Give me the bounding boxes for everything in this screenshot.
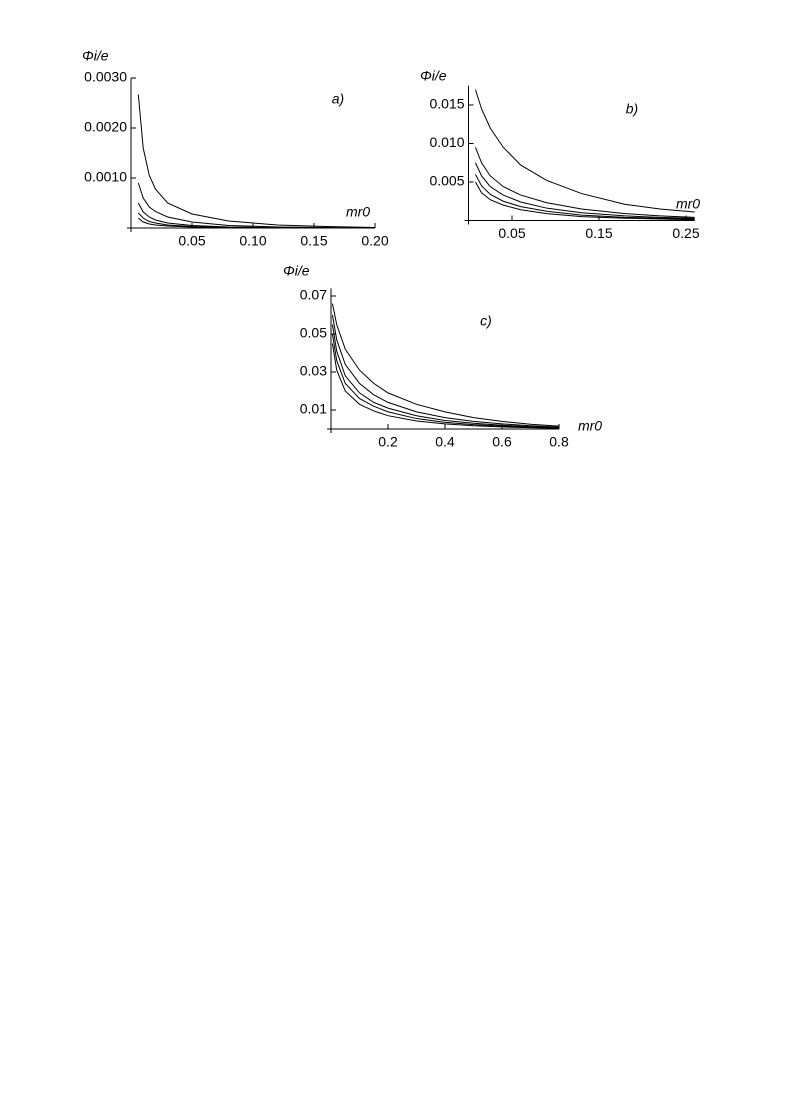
curve bbox=[137, 202, 375, 229]
y-tick-label: 0.01 bbox=[300, 401, 327, 417]
x-tick-label: 0.15 bbox=[300, 233, 327, 249]
y-tick-label: 0.07 bbox=[300, 287, 327, 303]
y-tick-label: 0.0020 bbox=[84, 119, 127, 135]
panel-label: a) bbox=[332, 91, 344, 107]
curve bbox=[474, 147, 695, 218]
y-tick-label: 0.0010 bbox=[84, 169, 127, 185]
x-axis-label: mr0 bbox=[346, 204, 370, 220]
x-axis-label: mr0 bbox=[676, 196, 700, 212]
y-axis-label: Φi/e bbox=[420, 68, 447, 84]
y-axis-label: Φi/e bbox=[283, 263, 310, 279]
x-tick-label: 0.20 bbox=[361, 233, 388, 249]
curve bbox=[331, 303, 560, 427]
y-axis-label: Φi/e bbox=[82, 48, 109, 64]
y-tick-label: 0.05 bbox=[300, 325, 327, 341]
y-tick-label: 0.005 bbox=[429, 173, 464, 189]
curve bbox=[137, 94, 376, 228]
curve bbox=[137, 212, 375, 229]
curve bbox=[138, 217, 375, 229]
panel-label: b) bbox=[626, 101, 638, 117]
curve bbox=[331, 333, 560, 429]
x-axis-label: mr0 bbox=[578, 418, 602, 434]
curve bbox=[475, 162, 695, 219]
x-tick-label: 0.05 bbox=[498, 225, 525, 241]
x-tick-label: 0.6 bbox=[492, 434, 512, 450]
x-tick-label: 0.4 bbox=[435, 434, 455, 450]
x-tick-label: 0.8 bbox=[549, 434, 569, 450]
y-tick-label: 0.03 bbox=[300, 363, 327, 379]
curve bbox=[474, 89, 695, 213]
x-tick-label: 0.05 bbox=[178, 233, 205, 249]
y-tick-label: 0.010 bbox=[429, 134, 464, 150]
x-tick-label: 0.15 bbox=[585, 225, 612, 241]
y-tick-label: 0.0030 bbox=[84, 69, 127, 85]
curve bbox=[475, 174, 695, 220]
x-tick-label: 0.10 bbox=[239, 233, 266, 249]
curve bbox=[331, 324, 560, 429]
curve bbox=[331, 343, 560, 429]
curve bbox=[331, 314, 560, 428]
x-tick-label: 0.25 bbox=[672, 225, 699, 241]
y-tick-label: 0.015 bbox=[429, 96, 464, 112]
panel-label: c) bbox=[480, 313, 492, 329]
curve bbox=[475, 181, 695, 221]
x-tick-label: 0.2 bbox=[378, 434, 398, 450]
